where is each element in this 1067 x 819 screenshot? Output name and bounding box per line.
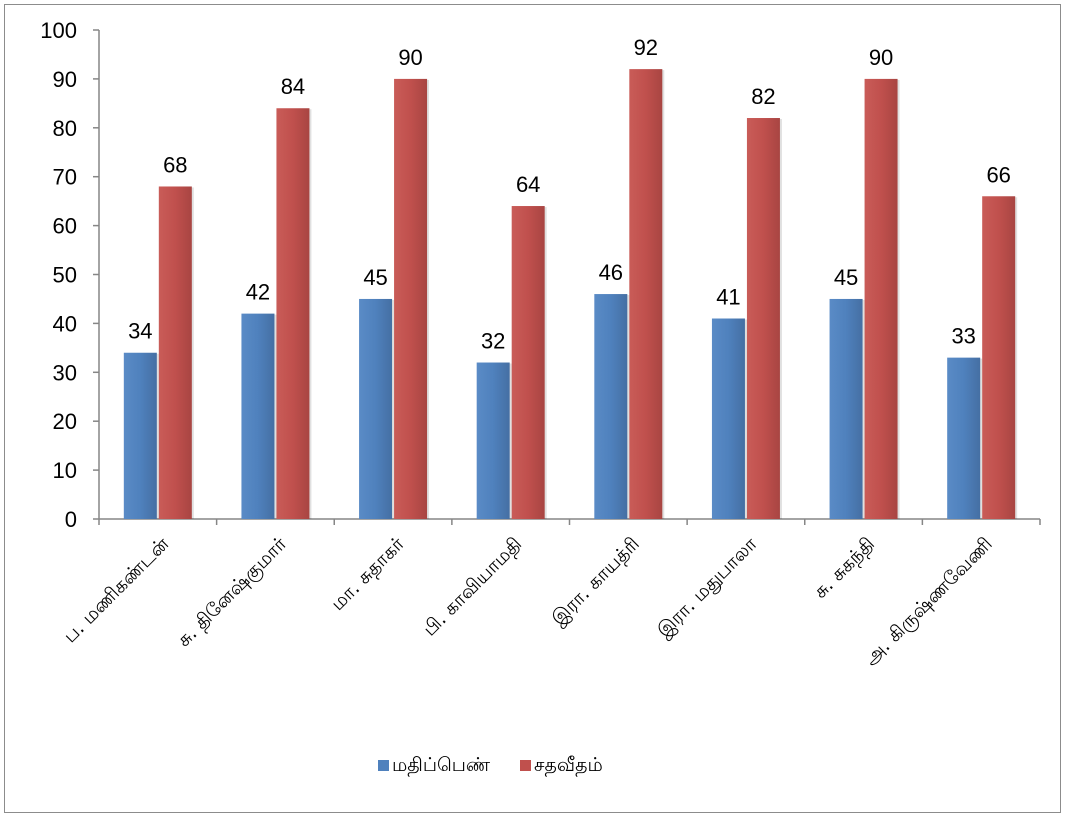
y-tick-label: 20 (53, 409, 77, 434)
legend: மதிப்பெண் சதவீதம் (378, 754, 603, 777)
category-labels: ப. மணிகண்டன் சு. தினேஷ்குமார் மா. சுதாகர் ப… (59, 533, 997, 671)
data-label: 46 (599, 260, 623, 285)
y-tick-label: 50 (53, 263, 77, 288)
y-tick-label: 60 (53, 214, 77, 239)
bar-percent (276, 108, 310, 520)
data-label: 66 (986, 162, 1010, 187)
bar-score (476, 362, 510, 519)
bar-score (241, 313, 275, 519)
bar-percent (394, 78, 428, 520)
data-label: 33 (951, 324, 975, 349)
bars (123, 69, 1018, 520)
bar-percent (629, 69, 663, 520)
category-label: மா. சுதாகர் (327, 533, 410, 616)
legend-label: மதிப்பெண் (392, 754, 491, 777)
y-tick-label: 70 (53, 165, 77, 190)
data-label: 84 (281, 74, 305, 99)
y-axis: 0 10 20 30 40 50 60 70 80 90 100 (40, 18, 100, 532)
y-tick-label: 100 (40, 18, 77, 43)
data-label: 90 (398, 45, 422, 70)
y-tick-label: 0 (65, 507, 77, 532)
bar-score (594, 294, 628, 519)
y-tick-label: 40 (53, 311, 77, 336)
category-label: சு. தினேஷ்குமார் (173, 533, 292, 652)
data-label: 68 (163, 152, 187, 177)
category-label: இரா. காயத்ரி (547, 533, 644, 630)
y-tick-label: 90 (53, 67, 77, 92)
category-label: இரா. மதுபாலா (653, 533, 763, 643)
bar-score (123, 352, 157, 519)
data-label: 90 (869, 45, 893, 70)
category-label: சு. சுகந்தி (809, 533, 880, 604)
y-tick-label: 10 (53, 458, 77, 483)
data-label: 82 (751, 84, 775, 109)
x-axis (98, 518, 1041, 525)
data-label: 41 (716, 285, 740, 310)
bar-percent (864, 78, 898, 520)
bar-percent (982, 196, 1016, 519)
bar-score (711, 318, 745, 519)
legend-swatch (520, 760, 531, 771)
bar-score (947, 357, 981, 519)
legend-swatch (378, 760, 389, 771)
category-label: ப. மணிகண்டன் (59, 533, 174, 648)
data-label: 92 (634, 35, 658, 60)
data-label: 64 (516, 172, 540, 197)
category-label: பி. காவியாமதி (419, 533, 527, 641)
y-tick-label: 30 (53, 360, 77, 385)
category-label: அ. கிருஷ்ணவேணி (860, 533, 998, 671)
data-label: 42 (246, 280, 270, 305)
data-label: 45 (363, 265, 387, 290)
bar-percent (511, 206, 545, 520)
bar-score (829, 298, 863, 519)
bar-percent (158, 186, 192, 520)
legend-label: சதவீதம் (534, 754, 603, 777)
data-label: 32 (481, 329, 505, 354)
data-labels: 34 68 42 84 45 90 32 64 46 92 41 82 45 90 33 66 (128, 35, 1011, 353)
y-tick-label: 80 (53, 116, 77, 141)
bar-percent (746, 118, 780, 520)
data-label: 45 (834, 265, 858, 290)
bar-score (359, 298, 393, 519)
data-label: 34 (128, 319, 152, 344)
